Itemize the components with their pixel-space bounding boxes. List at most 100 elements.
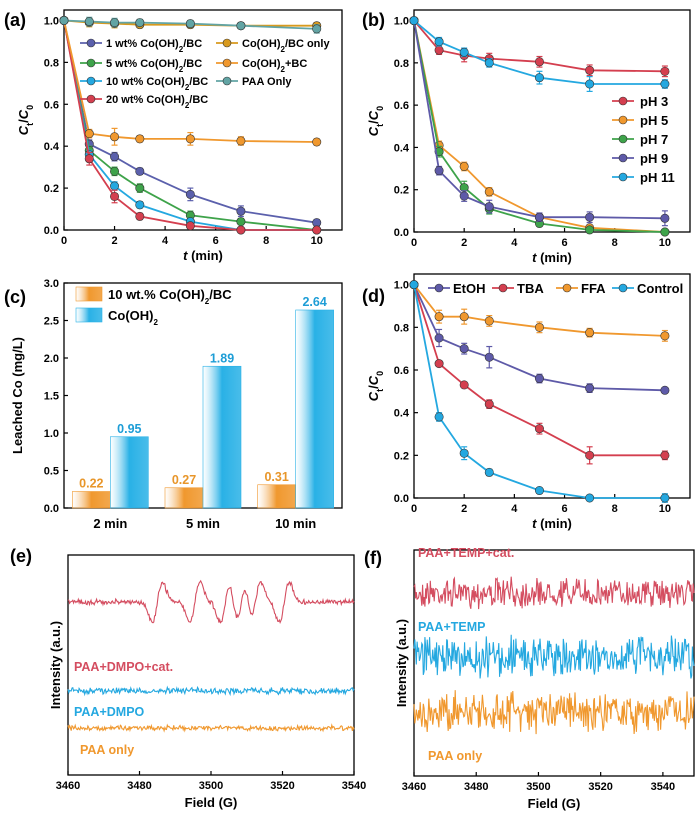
- data-point: [484, 399, 494, 409]
- data-point: [185, 19, 195, 29]
- y-tick-label: 0.4: [394, 142, 410, 154]
- data-point: [236, 21, 246, 31]
- data-point: [312, 225, 322, 235]
- data-point: [185, 221, 195, 231]
- legend-marker: [618, 153, 628, 163]
- panel-label: (b): [362, 10, 385, 30]
- panel-label: (a): [4, 10, 26, 30]
- legend-label-0-sub: 2: [205, 297, 210, 306]
- trace-paa-dmpo-cat-: PAA+DMPO+cat.: [67, 579, 355, 674]
- legend-label-2: pH 7: [640, 132, 668, 147]
- legend-label-1-main: Co(OH): [108, 308, 154, 323]
- panel-label: (c): [4, 287, 26, 307]
- y-tick-label: 0.2: [44, 183, 59, 195]
- data-point: [660, 385, 670, 395]
- x-tick-label: 3500: [199, 780, 223, 792]
- bar: [72, 491, 111, 509]
- data-point: [484, 467, 494, 477]
- legend-label-6: PAA Only: [242, 76, 292, 88]
- data-point: [434, 359, 444, 369]
- y-label-c1: C: [366, 126, 381, 136]
- bar-value-label: 0.31: [264, 470, 288, 484]
- y-tick-label: 1.0: [44, 428, 59, 440]
- data-point: [312, 24, 322, 34]
- series-ph-7: [409, 16, 670, 237]
- data-point: [84, 17, 94, 27]
- data-point: [409, 16, 419, 26]
- series-etoh: [409, 280, 670, 395]
- x-axis-label: Field (G): [185, 795, 238, 810]
- y-label-sub1: t: [375, 389, 385, 392]
- legend-marker: [86, 58, 96, 68]
- legend-label-3: 20 wt% Co(OH)2/BC: [106, 94, 208, 110]
- trace-label: PAA+DMPO: [74, 705, 145, 719]
- epr-trace: [67, 723, 355, 733]
- data-point: [534, 424, 544, 434]
- x-tick-label: 6: [213, 235, 219, 247]
- trace-paa-only: PAA only: [67, 723, 355, 757]
- y-tick-label: 1.0: [394, 280, 409, 292]
- data-point: [84, 129, 94, 139]
- data-point: [534, 322, 544, 332]
- x-axis-label: t (min): [532, 250, 572, 265]
- series-ph-5: [409, 16, 670, 237]
- y-tick-label: 3.0: [44, 278, 59, 290]
- y-tick-label: 0.6: [394, 365, 409, 377]
- data-point: [660, 331, 670, 341]
- x-tick-label: 8: [612, 237, 618, 249]
- legend: EtOH TBA FFA Control: [428, 281, 683, 296]
- data-point: [84, 154, 94, 164]
- x-tick-label: 6: [561, 237, 567, 249]
- bar: [295, 309, 334, 509]
- bar-value-label: 1.89: [210, 351, 234, 365]
- data-point: [534, 374, 544, 384]
- epr-trace: [67, 579, 355, 625]
- epr-trace: [413, 690, 695, 735]
- trace-label: PAA+TEMP: [418, 620, 486, 634]
- legend-label-1-sub: 2: [179, 65, 184, 74]
- epr-trace: [413, 634, 695, 679]
- data-point: [585, 450, 595, 460]
- x-tick-label: 2: [461, 503, 467, 515]
- y-tick-label: 0.0: [394, 493, 409, 505]
- panel-b: 0 2 4 6 8 100.00.20.40.60.81.0Ct/C0t (min)(b)…: [362, 9, 691, 265]
- x-label-rest: (min): [536, 250, 571, 265]
- legend-marker: [222, 76, 232, 86]
- data-point: [236, 136, 246, 146]
- legend-marker: [618, 115, 628, 125]
- panel-e: 3460 3480 3500 3520 3540 Field (G) Intensity (…: [10, 546, 366, 810]
- legend-marker: [86, 94, 96, 104]
- trace-label: PAA only: [80, 743, 134, 757]
- legend-marker: [618, 134, 628, 144]
- series-tba: [409, 280, 670, 465]
- bar-value-label: 0.27: [172, 473, 196, 487]
- data-point: [434, 412, 444, 422]
- x-tick-label: 3500: [526, 781, 550, 793]
- x-label-rest: (min): [536, 516, 571, 531]
- legend-label-4-sub: 2: [281, 45, 286, 54]
- y-tick-label: 0.2: [394, 450, 409, 462]
- legend-label-3: pH 9: [640, 151, 668, 166]
- y-label-slash: /: [366, 120, 381, 124]
- x-category-label: 5 min: [186, 516, 220, 531]
- y-tick-label: 0.8: [394, 58, 409, 70]
- data-point: [484, 58, 494, 68]
- legend-marker: [222, 58, 232, 68]
- y-label-c2: C: [16, 109, 31, 119]
- y-label-sub2: 0: [375, 106, 385, 111]
- legend-label-0-end: /BC: [209, 287, 232, 302]
- data-point: [236, 217, 246, 227]
- x-tick-label: 3460: [56, 780, 80, 792]
- y-axis-label: Ct/C0: [366, 106, 385, 136]
- x-axis-label: Field (G): [528, 796, 581, 811]
- panel-c: 0.0 0.5 1.0 1.5 2.0 2.5 3.0 Leached Co (mg/L) (c…: [4, 278, 343, 531]
- series-control: [409, 280, 670, 503]
- data-point: [534, 212, 544, 222]
- x-label-t: t: [532, 516, 537, 531]
- panel-a: 0 2 4 6 8 100.00.20.40.60.81.0Ct/C0t (min)(a)…: [4, 9, 343, 263]
- trace-paa-temp-cat-: PAA+TEMP+cat.: [413, 546, 695, 610]
- data-point: [135, 183, 145, 193]
- y-axis-label: Intensity (a.u.): [394, 619, 409, 707]
- y-tick-label: 1.0: [394, 16, 409, 28]
